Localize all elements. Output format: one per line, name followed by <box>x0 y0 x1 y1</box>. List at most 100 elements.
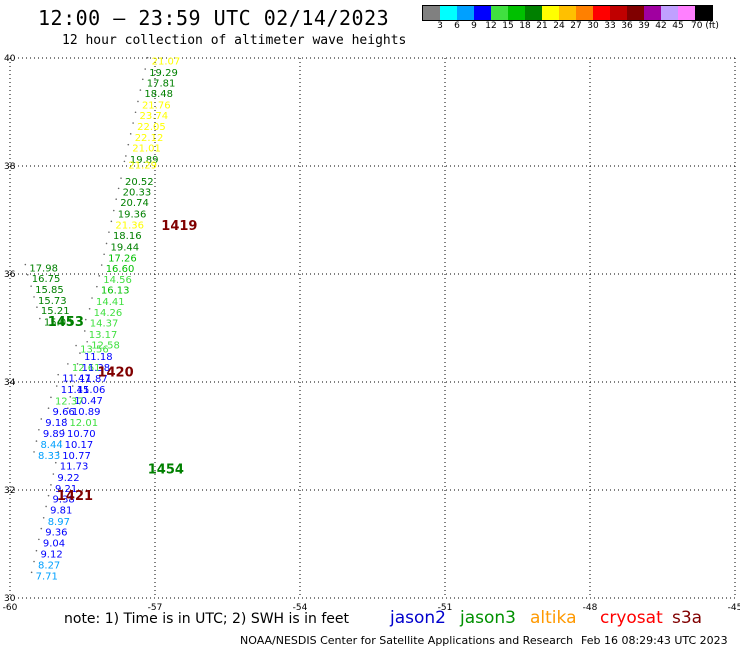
track-dot <box>67 407 69 409</box>
wave-height-value: 9.22 <box>57 473 79 484</box>
wave-height-value: 20.74 <box>120 198 149 209</box>
color-swatch <box>423 6 440 20</box>
track-dot <box>74 374 76 377</box>
color-scale-label: 18 <box>519 21 531 31</box>
wave-height-value: 18.48 <box>144 89 173 100</box>
track-dot <box>45 505 47 508</box>
wave-height-value: 11.87 <box>79 374 108 385</box>
color-scale-swatches <box>422 5 713 21</box>
track-dot <box>33 451 35 453</box>
wave-height-value: 15.21 <box>41 306 70 317</box>
wave-height-value: 21.29 <box>128 160 157 171</box>
wave-height-value: 14.37 <box>90 319 119 330</box>
color-scale-label: 36 <box>621 21 633 31</box>
satellite-label-altika: altika <box>530 608 577 628</box>
wave-height-value: 14.26 <box>94 308 123 319</box>
wave-height-value: 16.13 <box>101 286 130 297</box>
wave-height-value: 11.38 <box>82 363 111 374</box>
track-dot <box>24 263 27 266</box>
wave-height-value: 17.98 <box>29 264 58 275</box>
color-scale-label: 27 <box>570 21 582 31</box>
wave-height-value: 11.45 <box>61 385 90 396</box>
wave-height-value: 9.38 <box>53 495 75 506</box>
time-label: 1420 <box>97 366 133 381</box>
page-subtitle: 12 hour collection of altimeter wave hei… <box>62 33 407 48</box>
satellite-label-jason2: jason2 <box>390 608 446 628</box>
track-dot <box>91 297 93 299</box>
wave-height-value: 11.18 <box>84 352 113 363</box>
wave-height-value: 10.70 <box>67 429 96 440</box>
track-dot <box>123 160 126 163</box>
page-title: 12:00 – 23:59 UTC 02/14/2023 <box>38 6 390 30</box>
wave-height-value: 9.18 <box>45 418 67 429</box>
track-dot <box>108 231 110 233</box>
footer-note: note: 1) Time is in UTC; 2) SWH is in fe… <box>64 611 350 627</box>
wave-height-value: 21.76 <box>142 100 171 111</box>
color-scale-label: 15 <box>502 21 514 31</box>
wave-height-value: 19.44 <box>111 242 140 253</box>
wave-height-value: 8.44 <box>40 440 62 451</box>
track-dot <box>30 571 33 574</box>
track-dot <box>100 264 103 266</box>
wave-height-value: 9.12 <box>40 550 62 561</box>
wave-height-value: 9.36 <box>45 528 67 539</box>
track-dot <box>35 549 38 552</box>
color-scale-label: 30 <box>587 21 599 31</box>
track-dot <box>36 306 38 308</box>
track-dot <box>50 484 52 486</box>
wave-height-value: 21.07 <box>152 57 181 68</box>
axis-tick-labels: -60 -57 -54 -51 -48 -45 40 38 36 34 32 30 <box>3 54 740 613</box>
track-dot <box>38 538 40 541</box>
y-tick-label: 36 <box>4 270 16 280</box>
color-swatch <box>678 6 695 20</box>
time-label: 1454 <box>148 462 184 477</box>
track-dot <box>144 68 146 70</box>
wave-height-value: 8.33 <box>38 451 60 462</box>
wave-height-value: 14.56 <box>103 275 132 286</box>
color-scale-label: 24 <box>553 21 565 31</box>
color-swatch <box>644 6 661 20</box>
wave-height-value: 10.77 <box>62 451 91 462</box>
y-tick-label: 34 <box>4 378 16 388</box>
track-dot <box>71 385 74 387</box>
track-dot <box>139 89 142 91</box>
wave-height-value: 16.75 <box>32 274 61 285</box>
y-tick-label: 32 <box>4 486 15 496</box>
color-scale-label: 12 <box>485 21 497 31</box>
wave-height-value: 12.37 <box>55 396 84 407</box>
color-scale-label: 45 <box>672 21 684 31</box>
color-swatch <box>559 6 576 20</box>
track-dot <box>54 461 57 464</box>
wave-height-value: 7.71 <box>36 571 58 582</box>
color-scale-label: 9 <box>471 21 477 31</box>
track-dot <box>69 396 72 398</box>
wave-height-value: 15.73 <box>38 296 67 307</box>
color-swatch <box>610 6 627 20</box>
wave-height-value: 12.61 <box>72 363 101 374</box>
color-swatch <box>593 6 610 20</box>
track-dot <box>141 78 144 81</box>
track-dot <box>137 100 139 103</box>
wave-height-value: 14.41 <box>96 297 125 308</box>
color-scale-label: 70 (ft) <box>691 21 719 31</box>
track-dot <box>26 273 29 276</box>
wave-height-value: 18.16 <box>113 231 142 242</box>
y-tick-label: 38 <box>4 162 16 172</box>
track-dot <box>47 494 50 497</box>
track-dot <box>120 177 122 179</box>
wave-height-value: 10.17 <box>65 440 94 451</box>
track-dot <box>76 363 79 365</box>
wave-height-value: 15.85 <box>35 285 64 296</box>
wave-height-value: 19.29 <box>149 68 178 79</box>
track-dot <box>98 275 101 277</box>
color-scale-labels: 3 6 9 12 15 18 21 24 27 30 33 36 39 42 45 70 (ft) <box>422 21 740 33</box>
track-dot <box>132 122 134 124</box>
track-dot <box>55 385 58 387</box>
track-dot <box>39 317 41 320</box>
credit-timestamp: Feb 16 08:29:43 UTC 2023 <box>581 634 728 647</box>
color-swatch <box>576 6 593 20</box>
wave-height-value: 9.66 <box>53 407 75 418</box>
color-swatch <box>661 6 678 20</box>
